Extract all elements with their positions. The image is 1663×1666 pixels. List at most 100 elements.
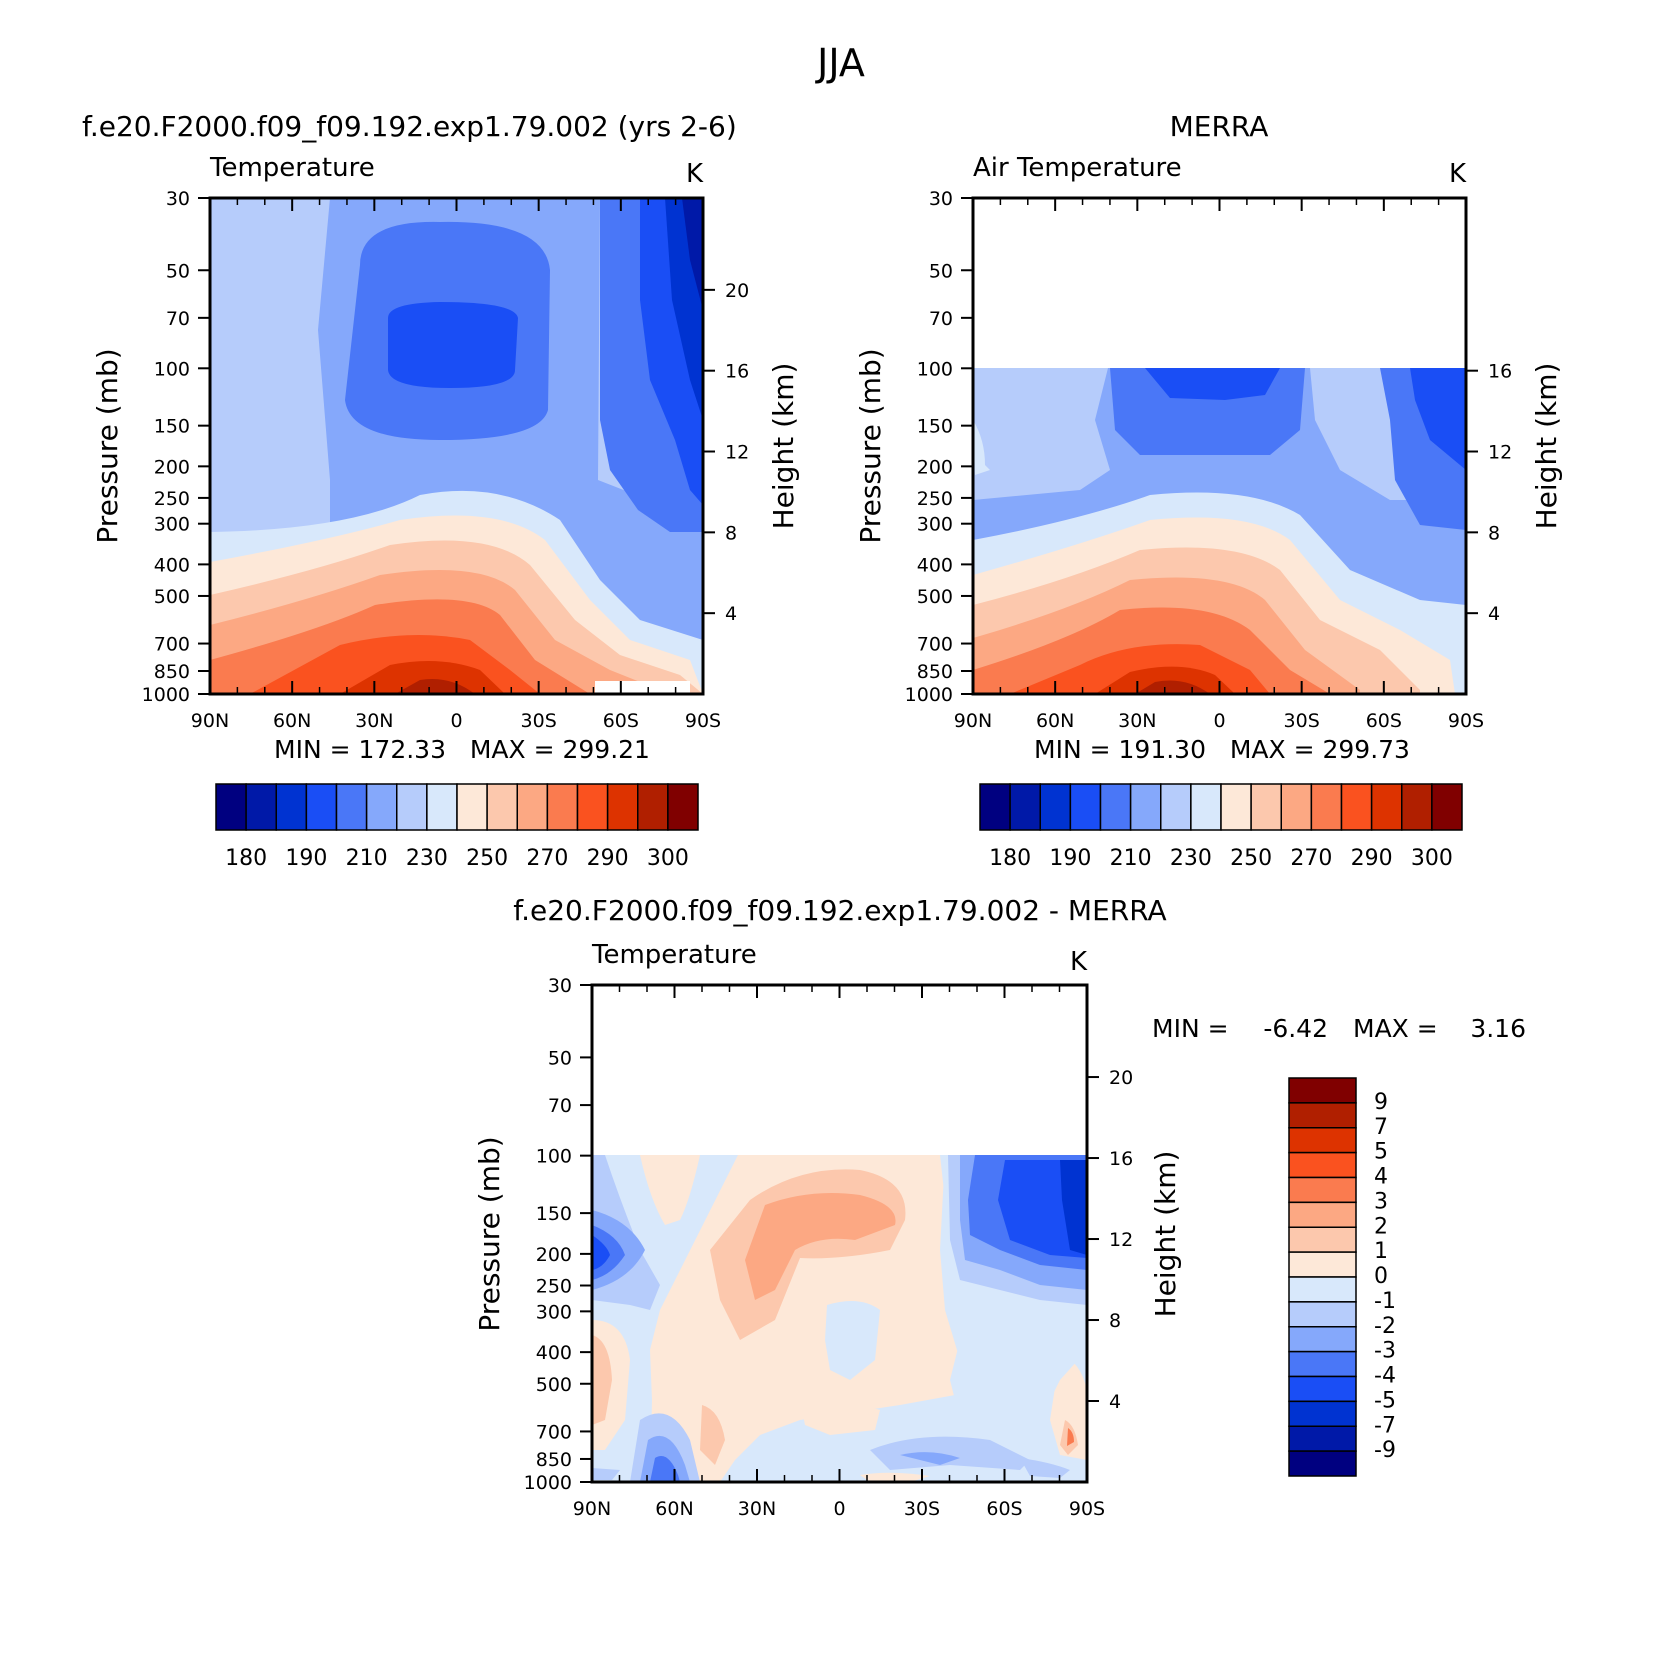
colorbar-swatch <box>335 783 368 831</box>
axes-model: 305070100150200250300400500700850100090N… <box>142 188 750 732</box>
colorbar-label: 4 <box>1374 1165 1388 1190</box>
height-tick-label: 8 <box>1488 522 1500 544</box>
pressure-tick-label: 50 <box>548 1047 572 1069</box>
colorbar-swatch <box>1129 783 1162 831</box>
colorbar-label: -3 <box>1374 1339 1396 1364</box>
colorbar-swatch <box>1280 783 1313 831</box>
pressure-tick-label: 300 <box>154 514 190 536</box>
lat-tick-label: 60N <box>273 710 311 732</box>
colorbar-label: 210 <box>346 846 388 871</box>
pressure-tick-label: 700 <box>154 634 190 656</box>
pressure-tick-label: 50 <box>929 260 953 282</box>
colorbar-label: 230 <box>1170 846 1212 871</box>
pressure-tick-label: 70 <box>166 308 190 330</box>
colorbar-label: -7 <box>1374 1413 1396 1438</box>
min-max-label: MIN = 172.33 MAX = 299.21 <box>274 735 650 764</box>
colorbar-swatch <box>979 783 1011 831</box>
pressure-tick-label: 700 <box>536 1421 572 1443</box>
colorbar-swatch <box>667 783 699 831</box>
y-axis-label: Pressure (mb) <box>854 348 887 543</box>
lat-tick-label: 0 <box>833 1498 845 1520</box>
colorbar-label: 250 <box>1230 846 1272 871</box>
colorbar-label: 0 <box>1374 1264 1388 1289</box>
colorbar-merra: 180 190 210 230 250 270 290 300 <box>979 783 1463 871</box>
colorbar-label: 1 <box>1374 1239 1388 1264</box>
colorbar-label: 250 <box>466 846 508 871</box>
pressure-tick-label: 400 <box>917 554 953 576</box>
lat-tick-label: 90N <box>573 1498 611 1520</box>
colorbar-swatch <box>1288 1326 1357 1353</box>
lat-tick-label: 60N <box>1036 710 1074 732</box>
colorbar-label: 2 <box>1374 1214 1388 1239</box>
colorbar-swatch <box>1288 1102 1357 1129</box>
colorbar-swatch <box>1099 783 1132 831</box>
variable-label: Air Temperature <box>973 153 1182 183</box>
lat-tick-label: 30S <box>521 710 557 732</box>
height-tick-label: 4 <box>725 603 737 625</box>
y2-axis-label: Height (km) <box>1530 363 1563 530</box>
colorbar-swatch <box>606 783 639 831</box>
y2-axis-label: Height (km) <box>1149 1151 1182 1318</box>
colorbar-swatch <box>1009 783 1041 831</box>
colorbar-swatch <box>1288 1151 1357 1179</box>
colorbar-swatch <box>1310 783 1343 831</box>
pressure-tick-label: 250 <box>536 1276 572 1298</box>
variable-label: Temperature <box>209 153 375 183</box>
lat-tick-label: 30N <box>1118 710 1156 732</box>
colorbar-label: -9 <box>1374 1438 1396 1463</box>
colorbar-swatch <box>1288 1201 1357 1228</box>
colorbar-swatch <box>245 783 277 831</box>
colorbar-label: 190 <box>1049 846 1091 871</box>
lat-tick-label: 90S <box>1448 710 1484 732</box>
height-tick-label: 4 <box>1109 1391 1121 1413</box>
lat-tick-label: 60S <box>1366 710 1402 732</box>
colorbar-label: 300 <box>1411 846 1453 871</box>
colorbar-swatch <box>215 783 247 831</box>
y-axis-label: Pressure (mb) <box>473 1136 506 1331</box>
height-tick-label: 16 <box>1488 361 1512 383</box>
colorbar-swatch <box>1288 1127 1357 1154</box>
height-tick-label: 12 <box>1109 1229 1133 1251</box>
max-label: MAX = <box>1353 1014 1438 1043</box>
colorbar-label: 290 <box>587 846 629 871</box>
panel-title: MERRA <box>1170 110 1269 143</box>
colorbar-label: 7 <box>1374 1115 1388 1140</box>
height-tick-label: 4 <box>1488 603 1500 625</box>
pressure-tick-label: 850 <box>536 1449 572 1471</box>
height-tick-label: 12 <box>1488 442 1512 464</box>
pressure-tick-label: 500 <box>917 586 953 608</box>
colorbar-swatch <box>516 783 549 831</box>
pressure-tick-label: 850 <box>917 661 953 683</box>
colorbar-swatch <box>546 783 579 831</box>
y-axis-label: Pressure (mb) <box>91 348 124 543</box>
lat-tick-label: 90S <box>685 710 721 732</box>
lat-tick-label: 90N <box>191 710 229 732</box>
colorbar-swatch <box>1039 783 1072 831</box>
height-tick-label: 20 <box>1109 1067 1133 1089</box>
pressure-tick-label: 850 <box>154 661 190 683</box>
colorbar-swatch <box>1288 1301 1357 1328</box>
max-value: 3.16 <box>1470 1014 1526 1043</box>
colorbar-label: 300 <box>647 846 689 871</box>
height-tick-label: 16 <box>725 361 749 383</box>
panel-merra: MERRA Air Temperature K 30 50 70 100 150 200 2… <box>854 110 1563 871</box>
pressure-tick-label: 30 <box>548 975 572 997</box>
min-value: -6.42 <box>1263 1014 1328 1043</box>
variable-label: Temperature <box>591 940 757 970</box>
pressure-tick-label: 30 <box>166 188 190 210</box>
colorbar-swatch <box>486 783 518 831</box>
lat-tick-label: 30S <box>904 1498 940 1520</box>
lat-tick-label: 60S <box>986 1498 1022 1520</box>
panel-diff: f.e20.F2000.f09_f09.192.exp1.79.002 - ME… <box>473 894 1526 1520</box>
colorbar-swatch <box>1288 1400 1357 1427</box>
units-label: K <box>1449 159 1467 189</box>
colorbar-swatch <box>1250 783 1282 831</box>
colorbar-swatch <box>1288 1176 1357 1204</box>
lat-tick-label: 30S <box>1284 710 1320 732</box>
contour-field <box>210 198 703 694</box>
colorbar-swatch <box>1288 1350 1357 1378</box>
colorbar-label: 270 <box>1290 846 1332 871</box>
colorbar-swatch <box>1190 783 1222 831</box>
colorbar-swatch <box>1160 783 1192 831</box>
pressure-tick-label: 300 <box>917 514 953 536</box>
